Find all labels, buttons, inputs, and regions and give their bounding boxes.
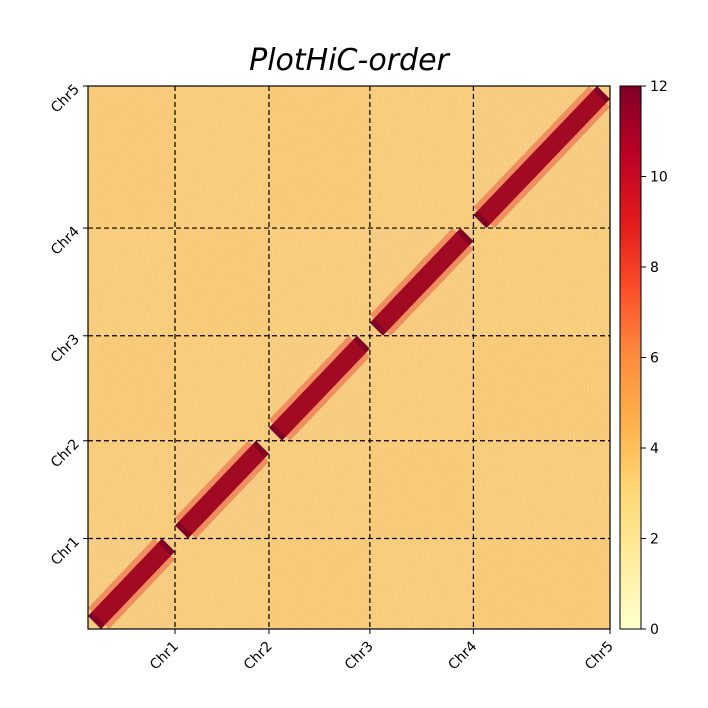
y-tick-label: Chr5 [48,82,83,117]
plot-frame [87,85,611,630]
y-tick-label: Chr3 [48,331,83,366]
diagonal-halo [369,228,474,336]
diagonal-segment [88,538,175,629]
x-tick-label: Chr5 [582,639,617,674]
diagonal-halo [88,538,175,629]
colorbar: 0 2 4 6 8 10 12 [619,79,668,638]
colorbar-tick-label: 10 [650,170,668,186]
heatmap-plot-area [88,86,610,629]
x-tick-label: Chr4 [445,638,480,673]
x-tick-label: Chr2 [241,639,276,674]
diagonal-segment [473,86,610,229]
colorbar-tick-label: 6 [650,351,659,367]
chart-title: PlotHiC-order [249,43,450,78]
colorbar-tick-label: 12 [650,79,668,95]
colorbar-tick-label: 4 [650,441,659,457]
chromosome-boundaries [88,86,610,629]
colorbar-ticks: 0 2 4 6 8 10 12 [641,79,668,638]
y-axis: Chr1 Chr2 Chr3 Chr4 Chr5 [48,82,88,569]
colorbar-tick-label: 0 [650,622,659,638]
diagonal-halo [268,335,370,441]
colorbar-tick-label: 2 [650,532,659,548]
diagonal-segment [175,440,269,539]
colorbar-tick-label: 8 [650,260,659,276]
x-tick-label: Chr1 [147,639,182,674]
diagonal-halo [473,86,610,229]
diagonal-segment [369,228,474,336]
x-tick-label: Chr3 [342,639,377,674]
y-tick-label: Chr4 [48,224,83,259]
colorbar-gradient [619,85,642,630]
diagonal-segment [268,335,370,441]
y-tick-label: Chr2 [48,436,83,471]
diagonal-band [88,86,610,629]
diagonal-halo [175,440,269,539]
y-tick-label: Chr1 [48,534,83,569]
x-axis: Chr1 Chr2 Chr3 Chr4 Chr5 [147,629,617,673]
